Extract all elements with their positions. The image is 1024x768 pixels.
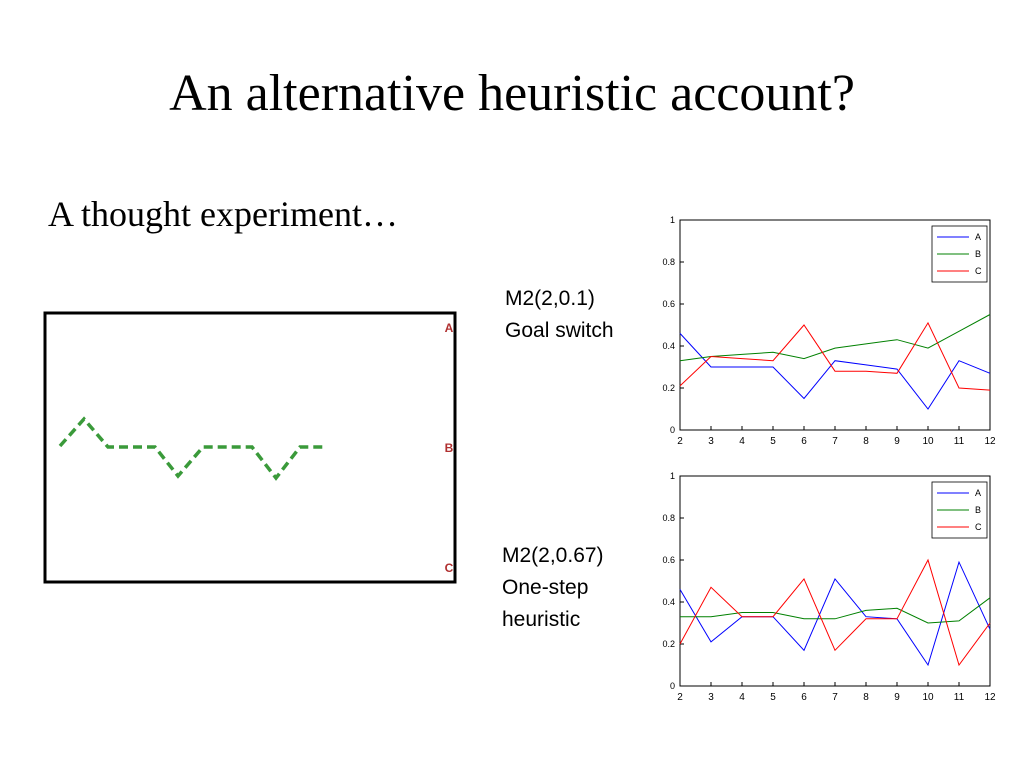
x-tick-label: 9 <box>894 692 900 703</box>
diagram-label: C <box>445 561 454 575</box>
legend-label: C <box>975 266 982 276</box>
y-tick-label: 1 <box>670 471 675 481</box>
chart-caption: M2(2,0.1) <box>505 287 595 310</box>
x-tick-label: 4 <box>739 692 745 703</box>
x-tick-label: 11 <box>954 436 965 447</box>
y-tick-label: 0.2 <box>662 639 675 649</box>
x-tick-label: 2 <box>677 692 683 703</box>
y-tick-label: 0.6 <box>662 555 675 565</box>
x-tick-label: 10 <box>922 692 934 703</box>
x-tick-label: 10 <box>922 436 934 447</box>
legend-label: B <box>975 505 981 515</box>
chart-caption: heuristic <box>502 608 580 631</box>
x-tick-label: 5 <box>770 692 776 703</box>
y-tick-label: 0.4 <box>662 597 675 607</box>
x-tick-label: 12 <box>984 436 996 447</box>
path <box>58 416 325 481</box>
chart-caption: M2(2,0.67) <box>502 544 604 567</box>
series-line <box>680 597 991 624</box>
series-line <box>679 558 991 667</box>
x-tick-label: 12 <box>984 692 996 703</box>
x-tick-label: 11 <box>954 692 965 703</box>
slide-title: An alternative heuristic account? <box>169 65 855 122</box>
y-tick-label: 0.8 <box>662 257 675 267</box>
y-tick-label: 0.6 <box>662 299 675 309</box>
subtitle: A thought experiment… <box>48 194 398 234</box>
y-tick-label: 0.2 <box>662 383 675 393</box>
x-tick-label: 7 <box>832 436 838 447</box>
x-tick-label: 7 <box>832 692 838 703</box>
chart-caption: One-step <box>502 576 588 599</box>
chart-caption: Goal switch <box>505 319 614 342</box>
series-line <box>679 314 991 362</box>
series-line <box>679 321 991 391</box>
y-tick-label: 0 <box>670 681 675 691</box>
diagram-label: B <box>445 441 454 455</box>
series-line <box>679 560 991 667</box>
x-tick-label: 3 <box>708 692 714 703</box>
y-tick-label: 0.8 <box>662 513 675 523</box>
x-tick-label: 9 <box>894 436 900 447</box>
diagram-label: A <box>445 321 454 335</box>
legend-label: A <box>975 488 981 498</box>
legend-label: C <box>975 522 982 532</box>
x-tick-label: 4 <box>739 436 745 447</box>
y-tick-label: 1 <box>670 215 675 225</box>
x-tick-label: 8 <box>863 436 869 447</box>
y-tick-label: 0.4 <box>662 341 675 351</box>
x-tick-label: 6 <box>801 692 807 703</box>
x-tick-label: 6 <box>801 436 807 447</box>
x-tick-label: 5 <box>770 436 776 447</box>
diagram-box <box>43 311 457 584</box>
x-tick-label: 2 <box>677 436 683 447</box>
series-line <box>679 333 991 410</box>
x-tick-label: 3 <box>708 436 714 447</box>
x-tick-label: 8 <box>863 692 869 703</box>
y-tick-label: 0 <box>670 425 675 435</box>
legend-label: A <box>975 232 981 242</box>
legend-label: B <box>975 249 981 259</box>
